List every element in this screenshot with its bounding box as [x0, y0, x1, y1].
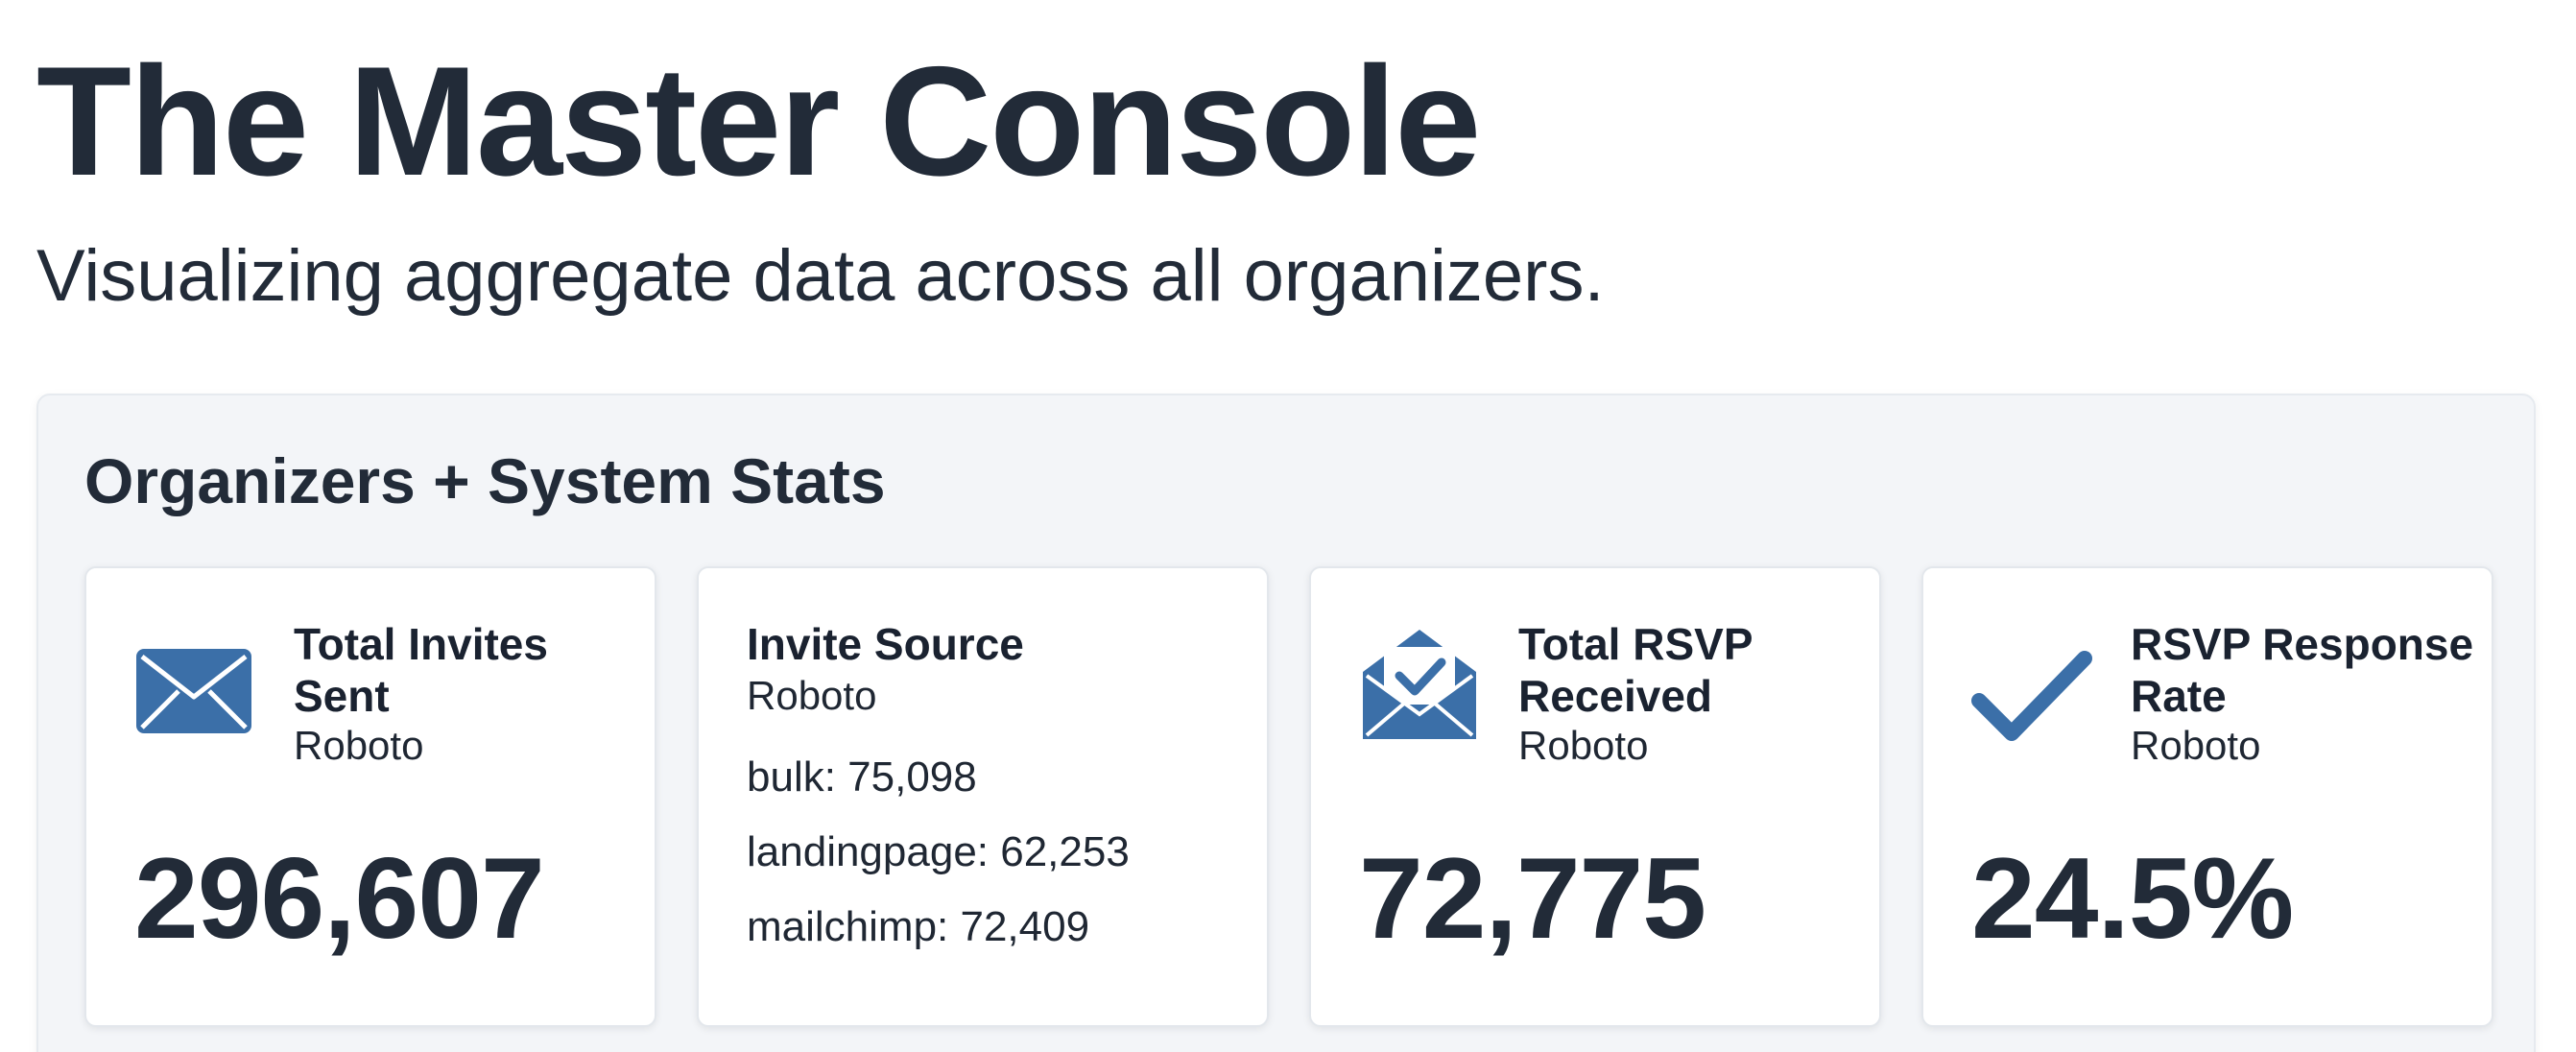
page-title: The Master Console [36, 35, 1481, 208]
stat-card-invite-source: Invite Source Roboto bulk: 75,098 landin… [697, 566, 1269, 1027]
stat-card-response-rate: RSVP Response Rate Roboto 24.5% [1921, 566, 2493, 1027]
stat-card-total-rsvp: Total RSVP Received Roboto 72,775 [1309, 566, 1881, 1027]
card-subtitle: Roboto [294, 723, 424, 768]
page-subtitle: Visualizing aggregate data across all or… [36, 235, 1605, 317]
source-item-bulk: bulk: 75,098 [747, 753, 977, 801]
stat-value: 72,775 [1359, 834, 1706, 963]
card-subtitle: Roboto [2131, 723, 2261, 768]
card-title: Total RSVP Received [1518, 619, 1753, 721]
card-title: Invite Source [747, 619, 1024, 669]
stat-card-total-invites: Total Invites Sent Roboto 296,607 [84, 566, 656, 1027]
source-item-landingpage: landingpage: 62,253 [747, 828, 1130, 875]
card-subtitle: Roboto [1518, 723, 1649, 768]
stats-panel: Organizers + System Stats Total Invites … [36, 394, 2536, 1052]
card-title: Total Invites Sent [294, 619, 548, 721]
card-subtitle: Roboto [747, 673, 877, 718]
mail-icon [134, 647, 253, 740]
checkmark-icon [1971, 649, 2092, 746]
stat-value: 24.5% [1971, 834, 2294, 963]
stat-value: 296,607 [134, 834, 545, 963]
mail-open-check-icon [1357, 622, 1482, 752]
source-item-mailchimp: mailchimp: 72,409 [747, 903, 1090, 950]
panel-title: Organizers + System Stats [84, 445, 886, 516]
card-title: RSVP Response Rate [2131, 619, 2474, 721]
